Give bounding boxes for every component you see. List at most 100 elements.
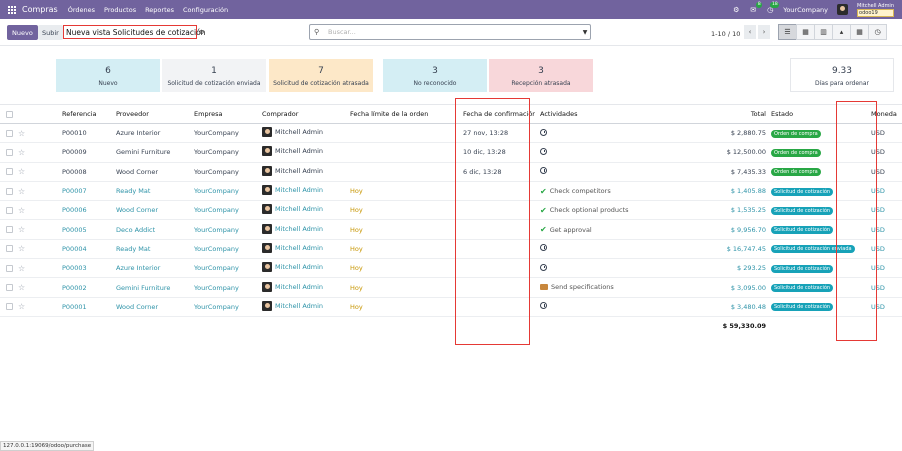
pager-value[interactable]: 1-10 / 10	[711, 30, 741, 38]
cell-reference[interactable]: P00008	[62, 162, 116, 182]
favorite-star-icon[interactable]: ☆	[18, 219, 62, 240]
header-buyer[interactable]: Comprador	[262, 104, 350, 124]
cell-reference[interactable]: P00010	[62, 123, 116, 144]
apps-menu-icon[interactable]	[8, 5, 16, 14]
cell-company[interactable]: YourCompany	[194, 277, 262, 298]
cell-reference[interactable]: P00002	[62, 277, 116, 298]
search-input[interactable]: Buscar...	[328, 28, 356, 36]
header-confirmation-date[interactable]: Fecha de confirmación	[459, 104, 535, 124]
cell-vendor[interactable]: Azure Interior	[116, 258, 194, 279]
cell-buyer[interactable]: Mitchell Admin	[262, 123, 350, 144]
cell-activity[interactable]	[535, 239, 636, 260]
header-total[interactable]: Total	[640, 104, 767, 124]
row-checkbox[interactable]	[0, 277, 18, 298]
cell-company[interactable]: YourCompany	[194, 200, 262, 221]
header-vendor[interactable]: Proveedor	[116, 104, 194, 124]
cell-buyer[interactable]: Mitchell Admin	[262, 181, 350, 202]
cell-vendor[interactable]: Gemini Furniture	[116, 277, 194, 298]
select-all-checkbox[interactable]	[0, 104, 18, 124]
favorite-star-icon[interactable]: ☆	[18, 297, 62, 317]
cell-company[interactable]: YourCompany	[194, 239, 262, 260]
cell-company[interactable]: YourCompany	[194, 258, 262, 279]
cell-buyer[interactable]: Mitchell Admin	[262, 297, 350, 317]
upload-button[interactable]: Subir	[38, 25, 63, 40]
cell-buyer[interactable]: Mitchell Admin	[262, 277, 350, 298]
menu-reports[interactable]: Reportes	[145, 5, 175, 14]
cell-activity[interactable]	[535, 123, 636, 144]
card-receipt-late[interactable]: 3 Recepción atrasada	[489, 59, 593, 92]
cell-vendor[interactable]: Azure Interior	[116, 123, 194, 144]
cell-buyer[interactable]: Mitchell Admin	[262, 219, 350, 240]
activity-clock-icon[interactable]: ◷ 18	[767, 1, 780, 14]
table-row[interactable]: ☆ P00003 Azure Interior YourCompany Mitchell…	[0, 258, 902, 279]
cell-activity[interactable]	[535, 162, 636, 182]
header-company[interactable]: Empresa	[194, 104, 262, 124]
table-row[interactable]: ☆ P00001 Wood Corner YourCompany Mitchell Ad…	[0, 297, 902, 317]
cell-reference[interactable]: P00006	[62, 200, 116, 221]
row-checkbox[interactable]	[0, 123, 18, 144]
card-rfq-sent[interactable]: 1 Solicitud de cotización enviada	[162, 59, 266, 92]
row-checkbox[interactable]	[0, 200, 18, 221]
row-checkbox[interactable]	[0, 258, 18, 279]
cell-activity[interactable]: ✔ Get approval	[535, 219, 636, 240]
cell-company[interactable]: YourCompany	[194, 123, 262, 144]
graph-view-button[interactable]: ▴	[832, 24, 851, 40]
cell-company[interactable]: YourCompany	[194, 219, 262, 240]
cell-activity[interactable]: ✔ Check competitors	[535, 181, 636, 202]
cell-buyer[interactable]: Mitchell Admin	[262, 258, 350, 279]
header-reference[interactable]: Referencia	[62, 104, 116, 124]
favorite-star-icon[interactable]: ☆	[18, 181, 62, 202]
cell-buyer[interactable]: Mitchell Admin	[262, 239, 350, 260]
cell-buyer[interactable]: Mitchell Admin	[262, 142, 350, 163]
cell-vendor[interactable]: Wood Corner	[116, 297, 194, 317]
cell-company[interactable]: YourCompany	[194, 162, 262, 182]
new-button[interactable]: Nuevo	[7, 25, 38, 40]
table-row[interactable]: ☆ P00006 Wood Corner YourCompany Mitchell Ad…	[0, 200, 902, 221]
favorite-star-icon[interactable]: ☆	[18, 162, 62, 182]
cell-company[interactable]: YourCompany	[194, 181, 262, 202]
header-order-deadline[interactable]: Fecha límite de la orden	[350, 104, 459, 124]
activity-view-button[interactable]: ◷	[868, 24, 887, 40]
user-menu[interactable]: Mitchell Admin odoo19	[857, 3, 894, 17]
row-checkbox[interactable]	[0, 162, 18, 182]
card-new[interactable]: 6 Nuevo	[56, 59, 160, 92]
menu-orders[interactable]: Órdenes	[67, 5, 96, 14]
table-row[interactable]: ☆ P00008 Wood Corner YourCompany Mitchell Ad…	[0, 162, 902, 182]
kanban-view-button[interactable]: ▦	[796, 24, 815, 40]
favorite-star-icon[interactable]: ☆	[18, 258, 62, 279]
pager-next-button[interactable]: ›	[758, 25, 770, 39]
cell-reference[interactable]: P00004	[62, 239, 116, 260]
favorite-star-icon[interactable]: ☆	[18, 277, 62, 298]
header-currency[interactable]: Moneda	[871, 110, 897, 118]
favorite-star-icon[interactable]: ☆	[18, 142, 62, 163]
cell-company[interactable]: YourCompany	[194, 142, 262, 163]
favorite-star-icon[interactable]: ☆	[18, 123, 62, 144]
cell-vendor[interactable]: Ready Mat	[116, 239, 194, 260]
cell-vendor[interactable]: Ready Mat	[116, 181, 194, 202]
cell-activity[interactable]: ✔ Check optional products	[535, 200, 636, 221]
cell-buyer[interactable]: Mitchell Admin	[262, 162, 350, 182]
cell-vendor[interactable]: Deco Addict	[116, 219, 194, 240]
calendar-view-button[interactable]: ▥	[814, 24, 833, 40]
cell-company[interactable]: YourCompany	[194, 297, 262, 317]
row-checkbox[interactable]	[0, 297, 18, 317]
header-activities[interactable]: Actividades	[535, 104, 636, 124]
cell-reference[interactable]: P00003	[62, 258, 116, 279]
cell-vendor[interactable]: Wood Corner	[116, 162, 194, 182]
row-checkbox[interactable]	[0, 219, 18, 240]
list-view-button[interactable]: ☰	[778, 24, 797, 40]
pager-prev-button[interactable]: ‹	[744, 25, 756, 39]
cell-reference[interactable]: P00009	[62, 142, 116, 163]
pivot-view-button[interactable]: ▦	[850, 24, 869, 40]
menu-configuration[interactable]: Configuración	[183, 5, 229, 14]
cell-reference[interactable]: P00007	[62, 181, 116, 202]
cell-reference[interactable]: P00005	[62, 219, 116, 240]
app-name[interactable]: Compras	[22, 5, 58, 14]
row-checkbox[interactable]	[0, 239, 18, 260]
card-rfq-late[interactable]: 7 Solicitud de cotización atrasada	[269, 59, 373, 92]
cell-activity[interactable]: Send specifications	[535, 277, 636, 298]
chat-icon[interactable]: ✉ 8	[750, 1, 763, 14]
cell-vendor[interactable]: Gemini Furniture	[116, 142, 194, 163]
search-dropdown-toggle[interactable]: ▼	[582, 28, 588, 36]
gear-icon[interactable]: ⚙	[199, 29, 205, 36]
